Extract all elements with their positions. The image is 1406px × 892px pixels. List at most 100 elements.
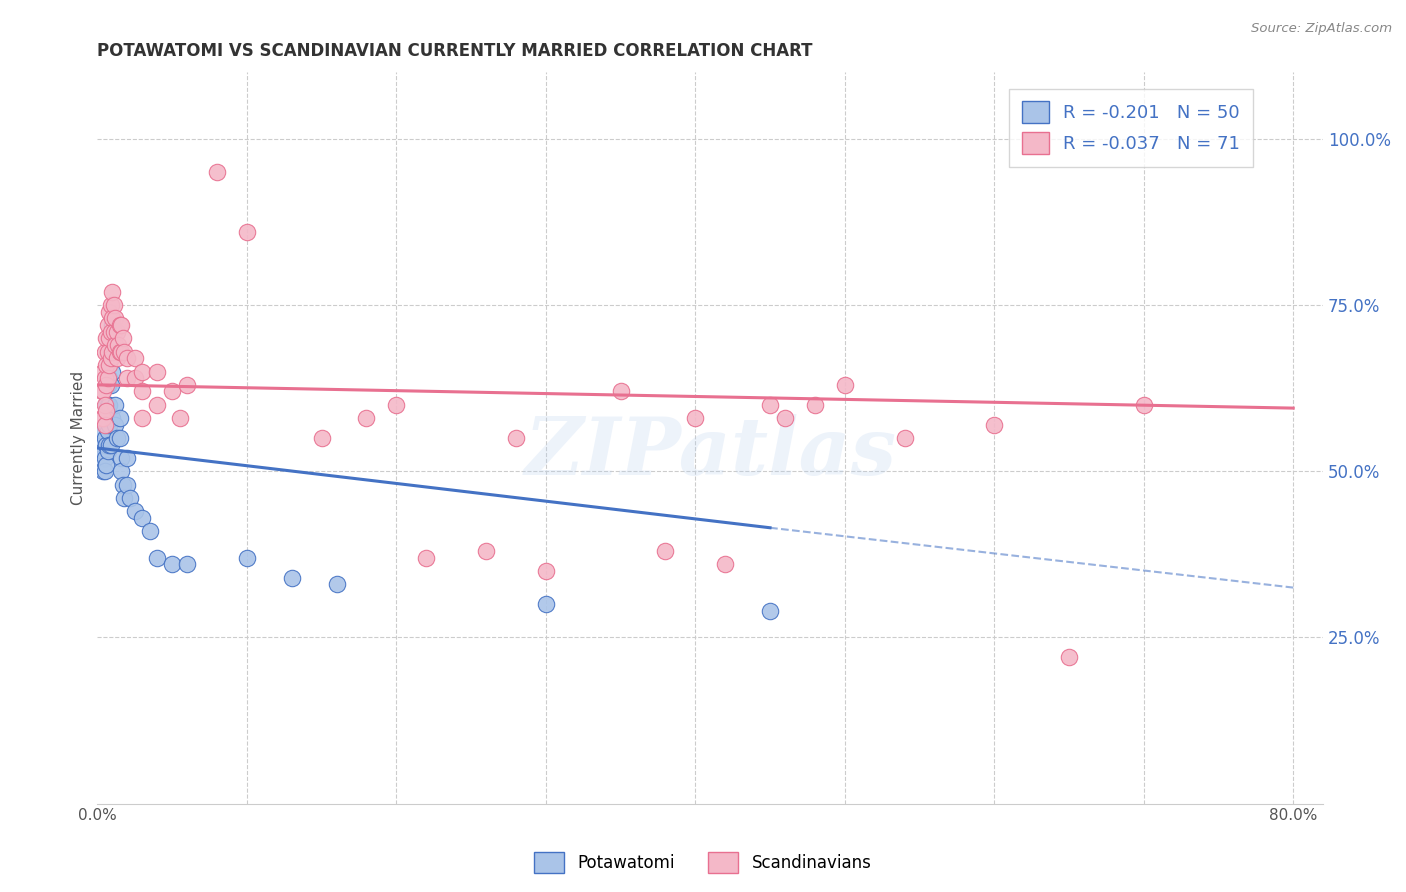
Point: [759, 604, 782, 618]
Point: [1132, 398, 1154, 412]
Point: [110, 464, 132, 478]
Point: [169, 411, 191, 425]
Point: [124, 371, 146, 385]
Point: [108, 318, 131, 332]
Point: [131, 411, 153, 425]
Point: [714, 558, 737, 572]
Point: [110, 344, 132, 359]
Point: [91, 411, 114, 425]
Point: [111, 477, 134, 491]
Point: [108, 431, 131, 445]
Point: [100, 351, 122, 366]
Point: [117, 351, 139, 366]
Point: [98, 438, 121, 452]
Point: [104, 398, 127, 412]
Point: [834, 377, 856, 392]
Point: [160, 558, 183, 572]
Point: [96, 358, 118, 372]
Point: [96, 438, 118, 452]
Point: [97, 371, 120, 385]
Point: [108, 411, 131, 425]
Point: [609, 384, 631, 399]
Point: [534, 597, 557, 611]
Point: [685, 411, 707, 425]
Point: [124, 351, 146, 366]
Point: [110, 450, 132, 465]
Point: [96, 377, 118, 392]
Point: [176, 377, 198, 392]
Point: [91, 444, 114, 458]
Point: [356, 411, 378, 425]
Point: [205, 165, 228, 179]
Point: [112, 344, 135, 359]
Point: [98, 398, 121, 412]
Point: [117, 477, 139, 491]
Point: [98, 331, 121, 345]
Point: [117, 450, 139, 465]
Point: [90, 450, 112, 465]
Point: [100, 377, 122, 392]
Point: [385, 398, 408, 412]
Point: [117, 371, 139, 385]
Point: [475, 544, 498, 558]
Point: [94, 371, 117, 385]
Legend: R = -0.201   N = 50, R = -0.037   N = 71: R = -0.201 N = 50, R = -0.037 N = 71: [1010, 89, 1253, 167]
Point: [90, 384, 112, 399]
Point: [311, 431, 333, 445]
Point: [146, 550, 169, 565]
Point: [104, 338, 127, 352]
Point: [94, 411, 117, 425]
Point: [103, 325, 125, 339]
Point: [105, 351, 128, 366]
Point: [100, 298, 122, 312]
Point: [236, 550, 259, 565]
Point: [96, 404, 118, 418]
Point: [105, 325, 128, 339]
Point: [98, 371, 121, 385]
Point: [534, 564, 557, 578]
Point: [138, 524, 160, 538]
Point: [98, 417, 121, 432]
Point: [96, 417, 118, 432]
Point: [325, 577, 347, 591]
Point: [131, 365, 153, 379]
Point: [773, 411, 796, 425]
Point: [94, 450, 117, 465]
Point: [111, 331, 134, 345]
Point: [101, 311, 124, 326]
Point: [110, 318, 132, 332]
Point: [98, 304, 121, 318]
Point: [94, 464, 117, 478]
Point: [124, 504, 146, 518]
Point: [100, 325, 122, 339]
Point: [97, 425, 120, 439]
Point: [108, 344, 131, 359]
Point: [280, 571, 302, 585]
Point: [97, 398, 120, 412]
Point: [94, 417, 117, 432]
Point: [101, 344, 124, 359]
Point: [91, 464, 114, 478]
Point: [160, 384, 183, 399]
Point: [103, 298, 125, 312]
Point: [654, 544, 676, 558]
Point: [100, 438, 122, 452]
Point: [97, 344, 120, 359]
Point: [107, 338, 129, 352]
Text: ZIPatlas: ZIPatlas: [524, 414, 896, 491]
Point: [94, 398, 117, 412]
Point: [505, 431, 527, 445]
Point: [146, 398, 169, 412]
Point: [983, 417, 1005, 432]
Point: [101, 318, 124, 332]
Point: [91, 384, 114, 399]
Point: [1057, 650, 1080, 665]
Point: [893, 431, 915, 445]
Point: [236, 225, 259, 239]
Point: [97, 318, 120, 332]
Point: [94, 344, 117, 359]
Point: [101, 285, 124, 299]
Text: Source: ZipAtlas.com: Source: ZipAtlas.com: [1251, 22, 1392, 36]
Point: [97, 444, 120, 458]
Point: [96, 331, 118, 345]
